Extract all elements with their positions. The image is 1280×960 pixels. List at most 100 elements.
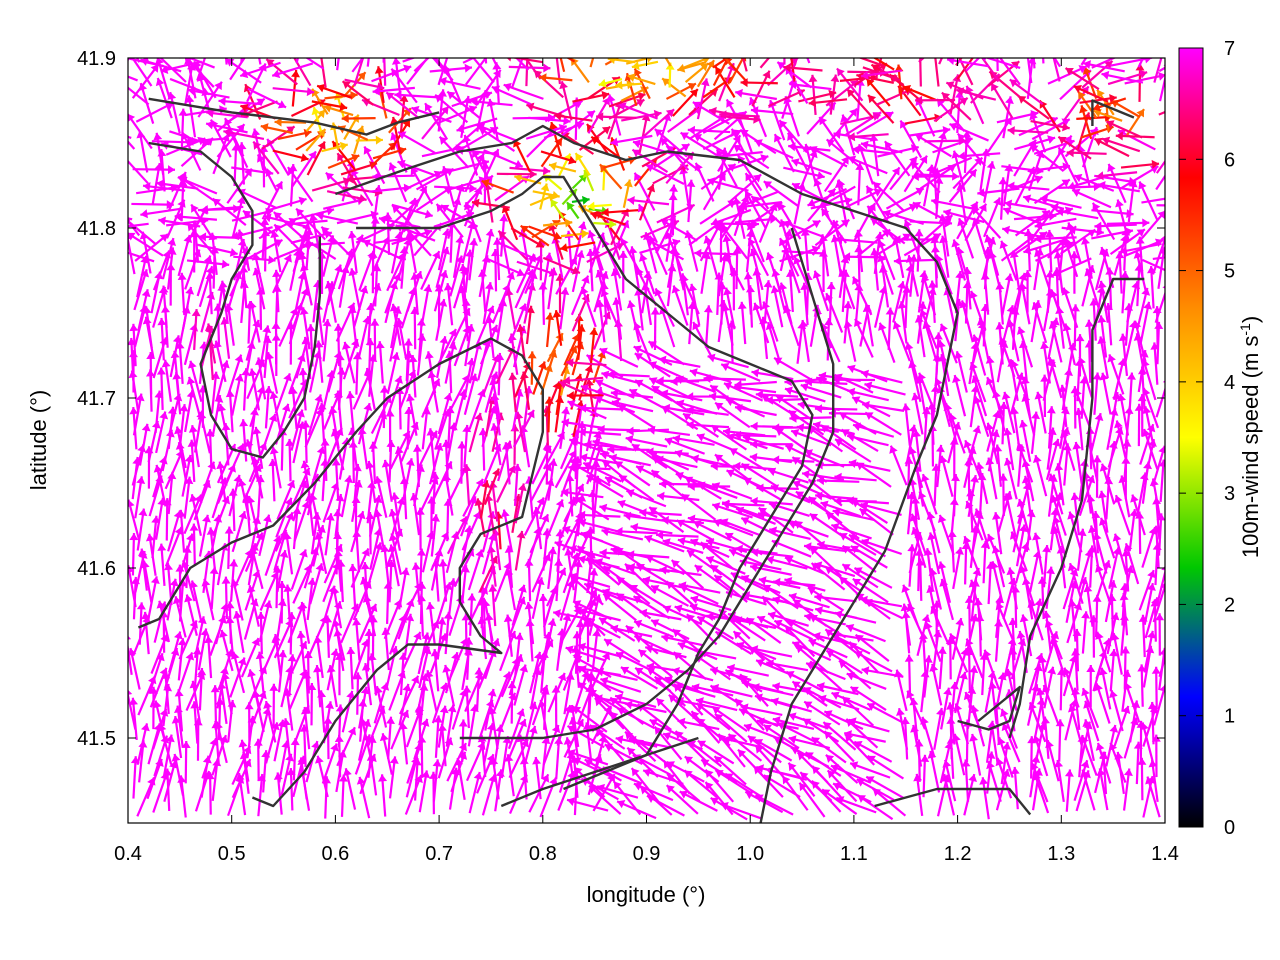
wind-arrow-head xyxy=(421,770,431,779)
wind-arrow xyxy=(181,740,191,784)
wind-arrow xyxy=(504,568,517,611)
wind-arrow-head xyxy=(867,755,876,764)
wind-arrow-shaft xyxy=(808,638,848,659)
wind-arrow-head xyxy=(281,718,291,726)
wind-arrow xyxy=(364,629,374,672)
wind-arrow-shaft xyxy=(274,633,282,677)
wind-arrow xyxy=(624,700,667,714)
wind-arrow-shaft xyxy=(514,632,522,675)
wind-arrow-head xyxy=(771,697,779,707)
wind-arrow-shaft xyxy=(273,719,285,762)
wind-arrow-head xyxy=(557,672,567,682)
wind-arrow xyxy=(336,726,357,767)
wind-arrow xyxy=(756,615,796,638)
wind-arrow xyxy=(949,437,959,481)
wind-arrow xyxy=(754,794,794,816)
wind-arrow xyxy=(540,687,550,730)
wind-arrow xyxy=(616,800,657,820)
wind-arrow xyxy=(1158,653,1165,678)
wind-arrow-head xyxy=(697,616,706,625)
wind-arrow-head xyxy=(833,782,842,791)
wind-arrow xyxy=(136,508,148,551)
wind-arrow xyxy=(232,610,245,654)
wind-arrow-shaft xyxy=(990,722,999,765)
wind-arrow xyxy=(835,796,877,814)
wind-arrow xyxy=(1081,611,1091,654)
wind-arrow-shaft xyxy=(177,689,184,732)
wind-arrow xyxy=(547,458,558,501)
wind-arrow-head xyxy=(1121,705,1131,715)
wind-arrow-shaft xyxy=(596,785,639,799)
wind-arrow-shaft xyxy=(418,770,428,813)
wind-arrow-head xyxy=(706,612,714,622)
wind-arrow-shaft xyxy=(539,777,557,818)
wind-arrow-head xyxy=(187,360,197,369)
wind-arrow-shaft xyxy=(475,667,481,711)
wind-arrow-head xyxy=(913,773,923,782)
wind-arrow-shaft xyxy=(624,730,657,763)
wind-arrow-shaft xyxy=(420,735,424,778)
wind-arrow-head xyxy=(1151,666,1161,674)
wind-arrow-shaft xyxy=(337,704,342,747)
wind-arrow-head xyxy=(844,730,852,739)
wind-arrow-head xyxy=(1041,716,1050,724)
wind-arrow-head xyxy=(782,776,791,785)
wind-arrow-head xyxy=(221,576,231,584)
wind-arrow-shaft xyxy=(963,773,976,816)
wind-arrow-head xyxy=(923,655,933,663)
wind-arrow-head xyxy=(1109,724,1119,733)
wind-arrow-head xyxy=(743,723,753,732)
wind-arrow xyxy=(378,774,388,817)
wind-arrow-head xyxy=(438,633,448,642)
wind-arrow-head xyxy=(1004,668,1014,677)
wind-arrow-shaft xyxy=(720,802,761,820)
wind-arrow-head xyxy=(389,756,399,764)
wind-arrow-shaft xyxy=(401,722,409,765)
wind-arrow-shaft xyxy=(380,774,387,817)
wind-arrow xyxy=(577,642,620,658)
wind-arrow-head xyxy=(405,613,415,622)
wind-arrow-head xyxy=(346,646,356,655)
wind-arrow xyxy=(171,753,185,796)
wind-arrow-head xyxy=(626,426,634,436)
wind-arrow-head xyxy=(1081,611,1091,619)
wind-arrow-shaft xyxy=(953,733,966,776)
wind-arrow xyxy=(811,736,847,764)
wind-arrow xyxy=(313,664,322,708)
wind-arrow-shaft xyxy=(695,702,731,731)
wind-arrow-head xyxy=(1098,667,1108,676)
wind-arrow-shaft xyxy=(468,771,481,814)
wind-arrow-shaft xyxy=(604,743,643,765)
wind-arrow xyxy=(225,601,235,644)
wind-arrow-shaft xyxy=(694,649,737,660)
wind-arrow-head xyxy=(567,749,576,758)
wind-arrow-shaft xyxy=(344,768,357,810)
wind-arrow-shaft xyxy=(600,677,642,693)
wind-arrow-shaft xyxy=(1105,724,1117,767)
wind-arrow-head xyxy=(311,741,320,749)
wind-arrow-head xyxy=(935,444,945,453)
wind-arrow-head xyxy=(616,651,625,660)
wind-arrow xyxy=(152,700,167,743)
wind-arrow-head xyxy=(722,735,731,745)
wind-arrow-shaft xyxy=(572,757,612,778)
wind-arrow xyxy=(755,658,796,678)
wind-arrow-head xyxy=(1080,760,1090,769)
wind-arrow xyxy=(637,648,673,678)
wind-arrow-shaft xyxy=(280,665,293,708)
wind-arrow-shaft xyxy=(1002,722,1021,763)
wind-arrow-head xyxy=(763,724,772,733)
wind-arrow xyxy=(156,600,171,643)
wind-arrow-head xyxy=(491,638,501,647)
wind-arrow xyxy=(532,756,542,800)
wind-arrow-head xyxy=(159,411,169,420)
wind-arrow-head xyxy=(541,774,550,783)
wind-arrow-shaft xyxy=(671,668,714,682)
wind-arrow-shaft xyxy=(366,629,371,672)
wind-arrow-head xyxy=(754,693,763,703)
wind-arrow-shaft xyxy=(1123,646,1127,689)
wind-arrow xyxy=(514,632,524,675)
wind-arrow-shaft xyxy=(986,751,993,794)
wind-arrow xyxy=(1003,493,1017,536)
wind-arrow-head xyxy=(129,697,138,706)
